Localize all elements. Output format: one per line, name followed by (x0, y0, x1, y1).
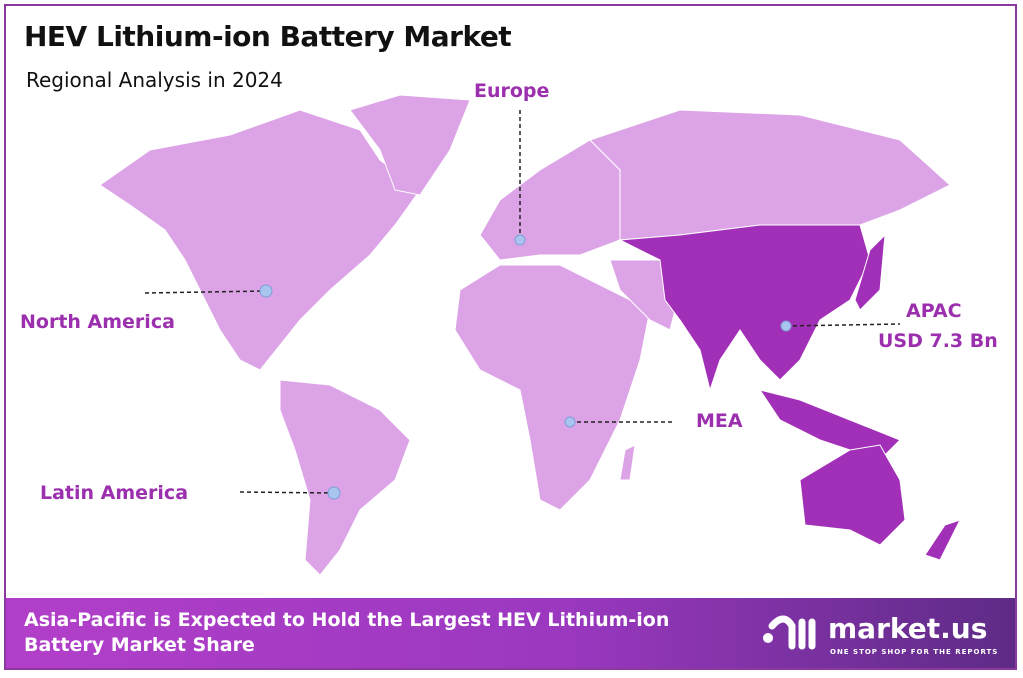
asia-pacific-shape (618, 224, 871, 392)
north-america-shape (99, 109, 421, 371)
north-america-marker (259, 284, 273, 298)
greenland-shape (349, 94, 471, 196)
latin-america-label: Latin America (40, 482, 189, 504)
market-us-logo: market.us ONE STOP SHOP FOR THE REPORTS (758, 612, 997, 656)
footer-text: Asia-Pacific is Expected to Hold the Lar… (24, 609, 670, 656)
footer-banner: Asia-Pacific is Expected to Hold the Lar… (6, 598, 1015, 668)
mea-marker (564, 416, 576, 428)
southeast-asia-shape (758, 389, 901, 461)
south-america-shape (279, 379, 411, 576)
apac-value: USD 7.3 Bn (878, 330, 998, 352)
page-title: HEV Lithium-ion Battery Market (24, 20, 512, 53)
europe-label: Europe (474, 80, 550, 102)
apac-leader-line (785, 323, 901, 327)
japan-shape (854, 233, 886, 311)
apac-label: APAC (906, 300, 962, 322)
europe-shape (479, 139, 621, 261)
latin-america-leader-line (239, 491, 335, 494)
mea-label: MEA (696, 410, 743, 432)
madagascar-shape (619, 444, 636, 481)
world-map (99, 94, 961, 576)
logo-icon (763, 615, 816, 650)
latin-america-marker (327, 486, 341, 500)
africa-shape (454, 264, 651, 511)
apac-marker (780, 320, 792, 332)
page-subtitle: Regional Analysis in 2024 (26, 68, 283, 92)
north-america-label: North America (20, 311, 175, 333)
logo-tagline: ONE STOP SHOP FOR THE REPORTS (830, 648, 999, 656)
europe-marker (514, 234, 526, 246)
logo-name: market.us (828, 612, 988, 645)
frame (4, 4, 1017, 670)
australia-shape (799, 444, 906, 546)
north-america-leader-line (144, 290, 267, 294)
russia-shape (589, 109, 951, 241)
new-zealand-shape (924, 519, 961, 561)
